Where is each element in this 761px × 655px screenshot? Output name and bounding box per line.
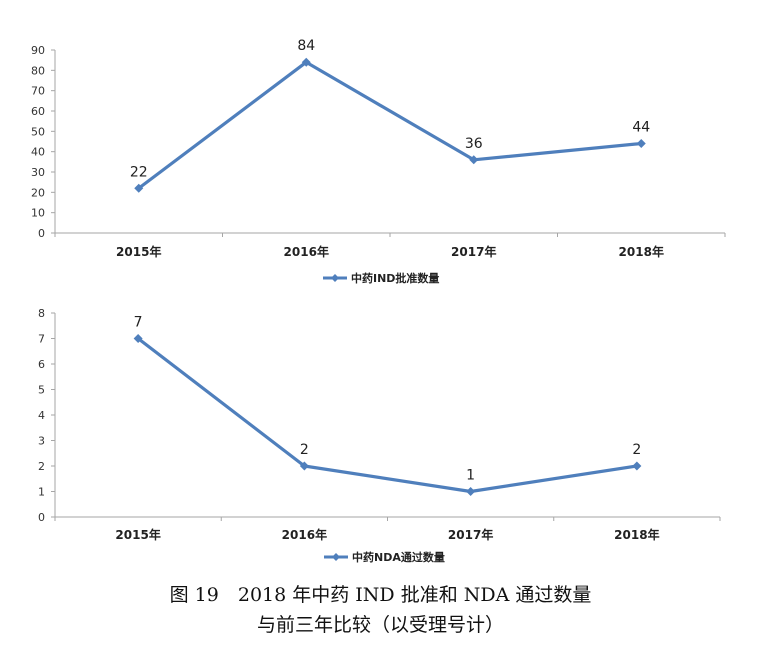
y-tick-label: 50 [31,125,45,138]
data-point [299,461,309,471]
data-label: 36 [465,136,483,152]
legend-swatch-marker [331,274,339,282]
y-tick-label: 20 [31,186,45,199]
y-tick-label: 5 [38,384,45,397]
y-tick-label: 4 [38,409,45,422]
y-tick-label: 0 [38,227,45,240]
data-point [466,487,476,496]
chart-1: 0 10 20 30 40 50 60 70 80 90 2015年 2016年 2017年 2018年 2… [31,38,726,285]
y-tick-label: 80 [31,64,45,77]
y-tick-label: 60 [31,105,45,118]
y-tick-label: 7 [38,333,45,346]
x-tick-label: 2015年 [115,527,160,542]
y-tick-label: 40 [31,146,45,159]
series-line [137,337,638,494]
x-tick-label: 2017年 [448,527,493,542]
y-tick-label: 10 [31,207,45,220]
data-point [133,334,143,343]
y-tick-label: 70 [31,85,45,98]
caption-line-1: 图 19 2018 年中药 IND 批准和 NDA 通过数量 [169,584,592,606]
data-point [134,183,144,193]
x-tick-label: 2016年 [282,527,327,542]
y-tick-label: 30 [31,166,45,179]
caption-line-2: 与前三年比较（以受理号计） [256,614,504,636]
series-line [137,60,642,190]
data-label: 2 [300,442,309,458]
data-point [636,139,646,149]
x-tick-label: 2016年 [284,244,329,259]
figure-caption: 图 19 2018 年中药 IND 批准和 NDA 通过数量 与前三年比较（以受… [0,580,761,640]
data-label: 7 [134,315,143,331]
legend-label: 中药IND批准数量 [351,271,439,285]
data-point [469,155,479,165]
legend-label: 中药NDA通过数量 [352,550,445,564]
x-tick-label: 2015年 [116,244,161,259]
x-tick-label: 2018年 [614,527,659,542]
y-tick-label: 90 [31,44,45,57]
data-label: 44 [632,120,650,136]
data-label: 84 [297,38,315,54]
data-label: 2 [632,442,641,458]
y-tick-label: 3 [38,435,45,448]
x-tick-label: 2018年 [619,244,664,259]
data-label: 22 [130,164,148,180]
data-point [301,57,311,67]
y-tick-label: 6 [38,358,45,371]
x-tick-label: 2017年 [451,244,496,259]
data-label: 1 [466,468,475,484]
legend-swatch-marker [332,553,340,561]
y-tick-label: 0 [38,511,45,524]
chart-2: 0 1 2 3 4 5 6 7 8 2015年 2016年 2017年 2018年 7 2 1 2 中药NDA通过… [38,307,721,564]
data-point [632,461,642,471]
y-tick-label: 2 [38,460,45,473]
y-tick-label: 1 [38,486,45,499]
y-tick-label: 8 [38,307,45,320]
